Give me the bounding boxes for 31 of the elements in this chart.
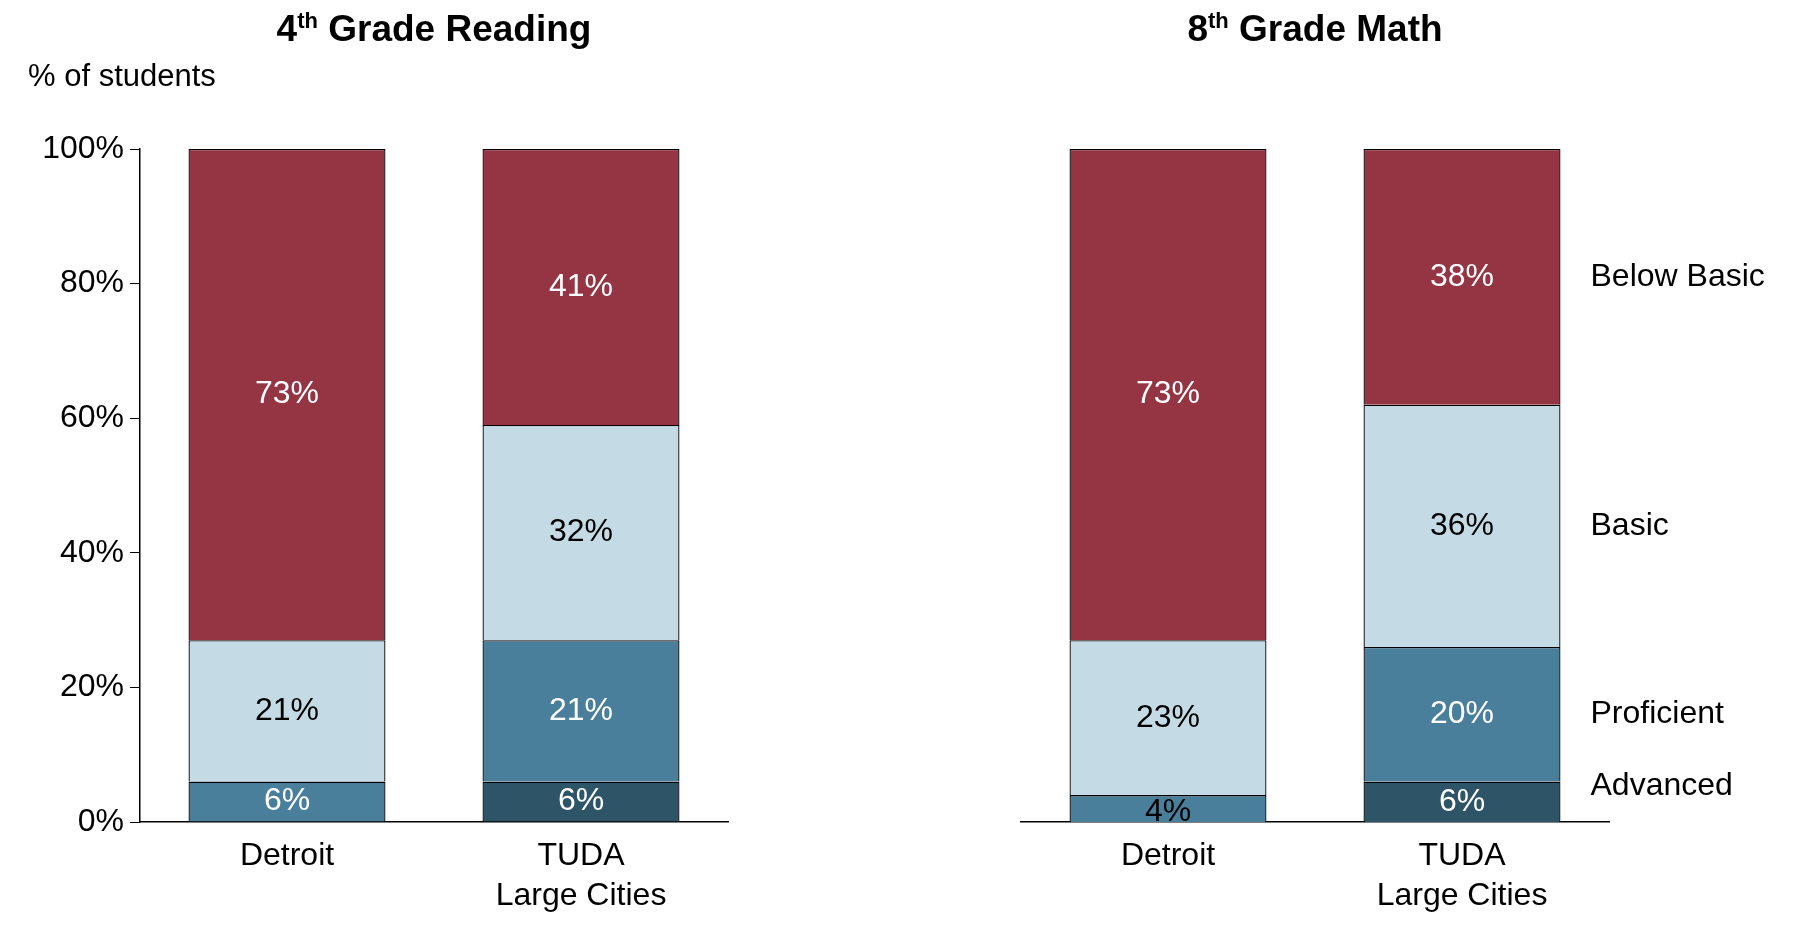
data-label: 6% bbox=[557, 781, 605, 818]
x-tick-label: Detroit bbox=[239, 835, 335, 872]
series-label: Basic bbox=[1590, 505, 1669, 542]
data-label: 6% bbox=[1438, 781, 1486, 818]
data-label: 20% bbox=[1429, 694, 1495, 731]
series-label: Proficient bbox=[1590, 694, 1724, 731]
data-label: 38% bbox=[1429, 256, 1495, 293]
data-label: 36% bbox=[1429, 505, 1495, 542]
y-tick-label: 0% bbox=[77, 801, 124, 838]
chart-title: 4$^{th}$ Grade Reading bbox=[275, 8, 593, 51]
y-tick-label: 100% bbox=[42, 128, 124, 165]
data-label: 6% bbox=[263, 781, 311, 818]
data-label: 4% bbox=[1144, 792, 1192, 829]
data-label: 23% bbox=[1135, 697, 1201, 734]
data-label: 41% bbox=[548, 266, 614, 303]
x-tick-label: TUDA Large Cities bbox=[1376, 835, 1548, 912]
series-label: Advanced bbox=[1590, 765, 1733, 802]
chart-title: 8$^{th}$ Grade Math bbox=[1186, 8, 1444, 51]
y-tick-label: 20% bbox=[59, 667, 124, 704]
data-label: 73% bbox=[1135, 374, 1201, 411]
y-tick-label: 40% bbox=[59, 532, 124, 569]
data-label: 21% bbox=[254, 690, 320, 727]
y-tick-label: 60% bbox=[59, 398, 124, 435]
data-label: 73% bbox=[254, 374, 320, 411]
data-label: 32% bbox=[548, 512, 614, 549]
series-label: Below Basic bbox=[1590, 256, 1765, 293]
data-label: 21% bbox=[548, 690, 614, 727]
y-axis-title: % of students bbox=[28, 57, 216, 93]
x-tick-label: Detroit bbox=[1120, 835, 1216, 872]
x-tick-label: TUDA Large Cities bbox=[495, 835, 667, 912]
y-tick-label: 80% bbox=[59, 263, 124, 300]
